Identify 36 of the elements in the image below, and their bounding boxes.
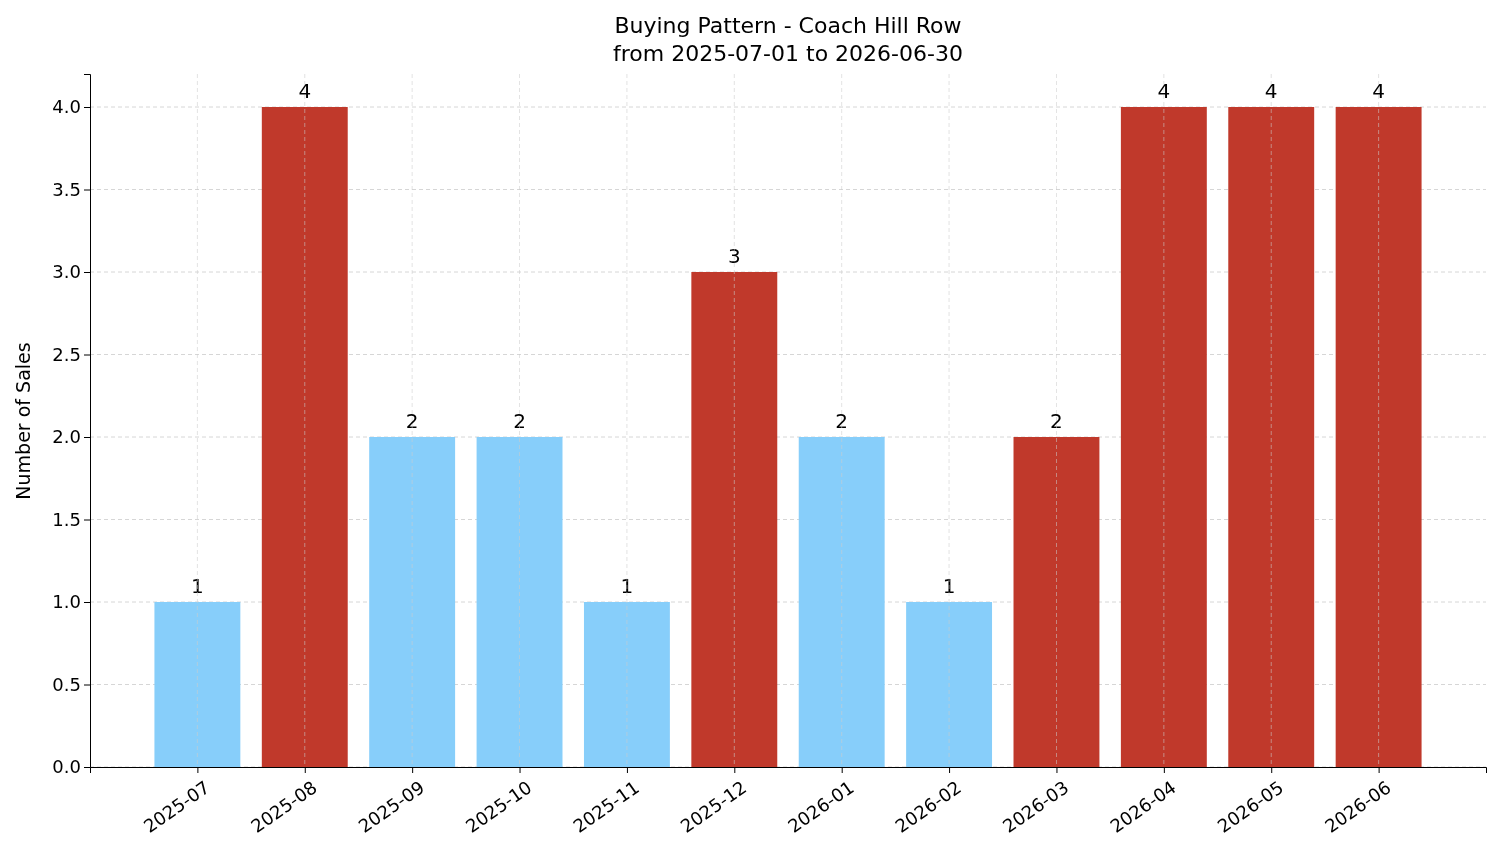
y-tick-label: 3.0 <box>52 261 81 283</box>
bar <box>1335 107 1422 767</box>
y-tick-label: 1.5 <box>52 508 81 530</box>
data-label: 1 <box>942 574 956 598</box>
data-label: 3 <box>727 244 741 268</box>
y-axis-title: Number of Sales <box>12 342 34 500</box>
bar <box>691 272 778 767</box>
chart-title: Buying Pattern - Coach Hill Row <box>614 13 962 38</box>
y-tick-label: 2.0 <box>52 426 81 448</box>
data-label: 4 <box>1264 79 1278 103</box>
bar <box>583 602 670 767</box>
bar <box>1120 107 1207 767</box>
bar <box>369 437 456 767</box>
bar <box>798 437 885 767</box>
y-tick-label: 3.5 <box>52 178 81 200</box>
data-label: 1 <box>620 574 634 598</box>
data-label: 2 <box>1050 409 1063 433</box>
bar <box>906 602 993 767</box>
bar <box>154 602 241 767</box>
y-tick-label: 1.0 <box>52 591 81 613</box>
data-label: 4 <box>298 79 312 103</box>
data-label: 1 <box>191 574 204 598</box>
bar <box>261 107 348 767</box>
y-tick-label: 2.5 <box>52 343 81 365</box>
data-label: 2 <box>405 409 419 433</box>
bar <box>1228 107 1315 767</box>
bar <box>476 437 563 767</box>
y-tick-label: 4.0 <box>52 96 81 118</box>
bar <box>1013 437 1100 767</box>
data-label: 2 <box>513 409 526 433</box>
data-label: 2 <box>835 409 849 433</box>
data-label: 4 <box>1157 79 1171 103</box>
data-label: 4 <box>1372 79 1385 103</box>
y-tick-label: 0.0 <box>52 756 81 778</box>
chart-subtitle: from 2025-07-01 to 2026-06-30 <box>613 41 963 66</box>
y-tick-label: 0.5 <box>52 673 81 695</box>
